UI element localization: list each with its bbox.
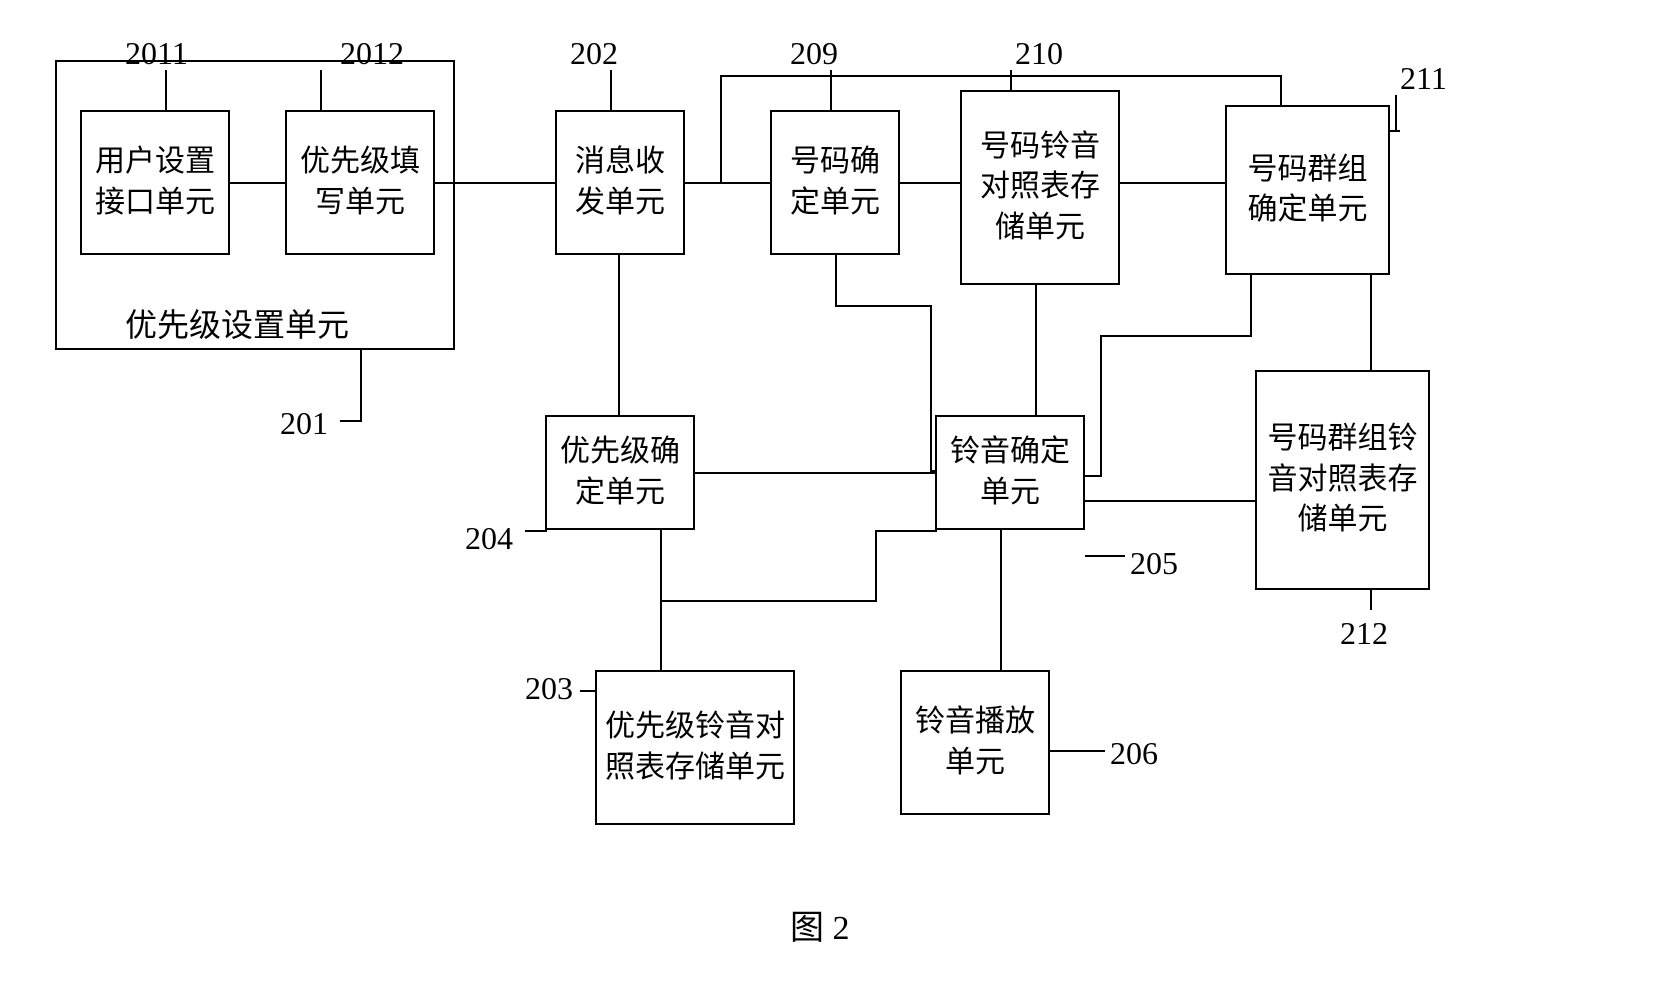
- group-label: 优先级设置单元: [125, 300, 349, 346]
- edge: [525, 530, 547, 532]
- box-text: 铃音确定单元: [945, 432, 1075, 513]
- edge: [580, 690, 597, 692]
- edge: [720, 75, 1280, 77]
- ref-201: 201: [280, 405, 328, 442]
- box-text: 优先级确定单元: [555, 432, 685, 513]
- ref-203: 203: [525, 670, 573, 707]
- edge: [165, 70, 167, 110]
- box-text: 消息收发单元: [565, 142, 675, 223]
- edge: [875, 530, 877, 602]
- box-text: 用户设置接口单元: [90, 142, 220, 223]
- edge: [1370, 590, 1372, 610]
- edge: [1085, 475, 1102, 477]
- ref-205: 205: [1130, 545, 1178, 582]
- ref-2011: 2011: [125, 35, 188, 72]
- box-message-send-receive: 消息收发单元: [555, 110, 685, 255]
- box-text: 铃音播放单元: [910, 702, 1040, 783]
- ref-202: 202: [570, 35, 618, 72]
- edge: [1050, 750, 1105, 752]
- box-text: 优先级铃音对照表存储单元: [605, 707, 785, 788]
- edge: [610, 70, 612, 110]
- ref-206: 206: [1110, 735, 1158, 772]
- edge: [875, 530, 937, 532]
- edge: [930, 305, 932, 470]
- box-ringtone-determine: 铃音确定单元: [935, 415, 1085, 530]
- ref-210: 210: [1015, 35, 1063, 72]
- edge: [695, 472, 935, 474]
- box-number-ringtone-table: 号码铃音对照表存储单元: [960, 90, 1120, 285]
- box-ringtone-play: 铃音播放单元: [900, 670, 1050, 815]
- box-priority-fill: 优先级填写单元: [285, 110, 435, 255]
- edge: [900, 182, 960, 184]
- edge: [1370, 275, 1372, 370]
- edge: [835, 255, 837, 305]
- ref-204: 204: [465, 520, 513, 557]
- box-text: 号码群组铃音对照表存储单元: [1265, 419, 1420, 541]
- edge: [1395, 95, 1397, 130]
- edge: [1100, 335, 1102, 475]
- box-number-group-ringtone-table: 号码群组铃音对照表存储单元: [1255, 370, 1430, 590]
- box-priority-ringtone-table: 优先级铃音对照表存储单元: [595, 670, 795, 825]
- box-user-setting-interface: 用户设置接口单元: [80, 110, 230, 255]
- edge: [1120, 182, 1225, 184]
- edge: [1250, 275, 1252, 335]
- box-number-group-determine: 号码群组确定单元: [1225, 105, 1390, 275]
- box-number-determine: 号码确定单元: [770, 110, 900, 255]
- edge: [320, 70, 322, 110]
- ref-212: 212: [1340, 615, 1388, 652]
- box-text: 号码确定单元: [780, 142, 890, 223]
- edge: [660, 600, 875, 602]
- ref-209: 209: [790, 35, 838, 72]
- box-text: 号码铃音对照表存储单元: [970, 127, 1110, 249]
- edge: [230, 182, 285, 184]
- edge: [1035, 285, 1037, 415]
- ref-211: 211: [1400, 60, 1447, 97]
- box-priority-determine: 优先级确定单元: [545, 415, 695, 530]
- figure-caption: 图 2: [790, 900, 850, 949]
- edge: [1390, 130, 1400, 132]
- edge: [1000, 530, 1002, 670]
- box-text: 优先级填写单元: [295, 142, 425, 223]
- edge: [835, 305, 930, 307]
- ref-2012: 2012: [340, 35, 404, 72]
- edge: [618, 255, 620, 415]
- edge: [685, 182, 770, 184]
- edge: [1010, 70, 1012, 90]
- edge: [1100, 335, 1252, 337]
- edge: [435, 182, 555, 184]
- edge: [1280, 75, 1282, 107]
- box-text: 号码群组确定单元: [1235, 150, 1380, 231]
- edge: [720, 75, 722, 184]
- edge: [340, 420, 360, 422]
- edge: [360, 350, 362, 422]
- edge: [1085, 555, 1125, 557]
- edge: [1085, 500, 1255, 502]
- diagram-root: 优先级设置单元 用户设置接口单元 优先级填写单元 消息收发单元 号码确定单元 号…: [0, 0, 1656, 986]
